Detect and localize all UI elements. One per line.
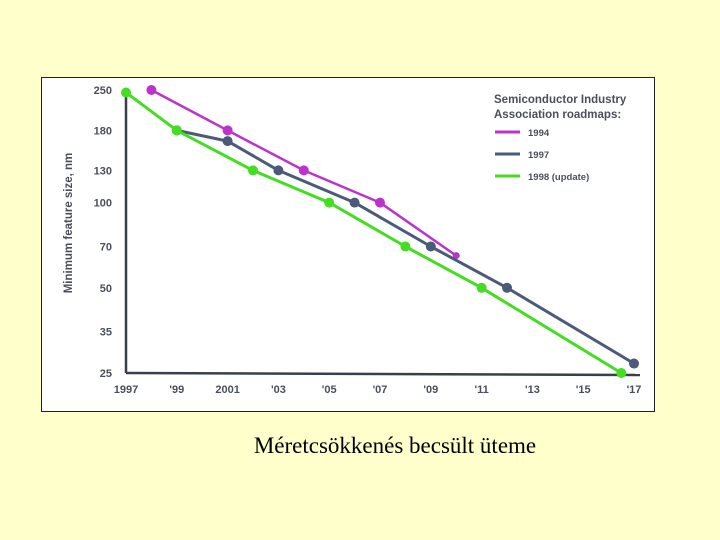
data-point (425, 241, 436, 252)
x-tick-label: '05 (322, 384, 337, 396)
y-tick-label: 130 (94, 165, 112, 177)
x-tick-label: '13 (525, 384, 540, 396)
y-tick-label: 100 (94, 198, 112, 210)
data-point (298, 165, 309, 176)
data-point (400, 241, 411, 252)
axes (124, 88, 641, 377)
series-1994 (146, 85, 460, 260)
x-tick-label: '99 (169, 384, 184, 396)
y-tick-label: 35 (100, 327, 112, 339)
y-axis-title-group: Minimum feature size, nm (63, 153, 75, 294)
series-1998 (121, 87, 627, 378)
data-point (273, 165, 284, 176)
legend-title-line-1: Semiconductor Industry (494, 94, 627, 106)
x-tick-label: '07 (373, 384, 388, 396)
x-tick-label: 2001 (215, 384, 239, 396)
legend-title-line-2: Association roadmaps: (494, 109, 621, 121)
legend: Semiconductor Industry Association roadm… (494, 94, 627, 183)
data-point (629, 358, 639, 369)
data-point (222, 136, 233, 147)
data-point (476, 282, 487, 293)
data-point (324, 197, 335, 208)
x-tick-label: '11 (474, 384, 488, 396)
data-point (616, 368, 627, 378)
y-tick-label: 70 (100, 241, 112, 253)
data-point (146, 85, 157, 95)
y-tick-label: 250 (94, 85, 112, 97)
y-tick-label: 180 (94, 125, 112, 137)
y-axis-title: Minimum feature size, nm (63, 153, 75, 294)
legend-label: 1998 (update) (528, 172, 589, 183)
chart-figure: Minimum feature size, nm 25 35 50 70 100 130 1… (41, 77, 655, 412)
y-tick-label: 50 (100, 283, 112, 295)
y-tick-labels: 25 35 50 70 100 130 180 250 (94, 85, 112, 380)
x-tick-labels: 1997 '99 2001 '03 '05 '07 '09 '11 '13 '15 '17 (114, 384, 642, 396)
x-tick-label: '17 (627, 384, 642, 396)
data-point (375, 197, 385, 208)
data-point (222, 125, 233, 136)
data-point (349, 197, 360, 208)
series-lines (121, 85, 639, 378)
x-tick-label: '15 (576, 384, 591, 396)
legend-items: 1994 1997 1998 (update) (495, 128, 589, 183)
y-tick-label: 25 (100, 368, 112, 380)
x-tick-label: '09 (423, 384, 438, 396)
data-point (171, 125, 182, 136)
data-point (502, 282, 512, 293)
slide-caption: Méretcsökkenés becsült üteme (253, 433, 537, 458)
data-point (248, 165, 258, 176)
x-tick-label: 1997 (114, 384, 138, 396)
x-axis-line (125, 371, 641, 377)
data-point (121, 87, 131, 98)
x-tick-label: '03 (271, 384, 286, 396)
data-point (452, 252, 460, 260)
legend-label: 1994 (528, 128, 550, 139)
line-chart: Minimum feature size, nm 25 35 50 70 100 130 1… (63, 85, 642, 396)
legend-label: 1997 (528, 150, 549, 161)
